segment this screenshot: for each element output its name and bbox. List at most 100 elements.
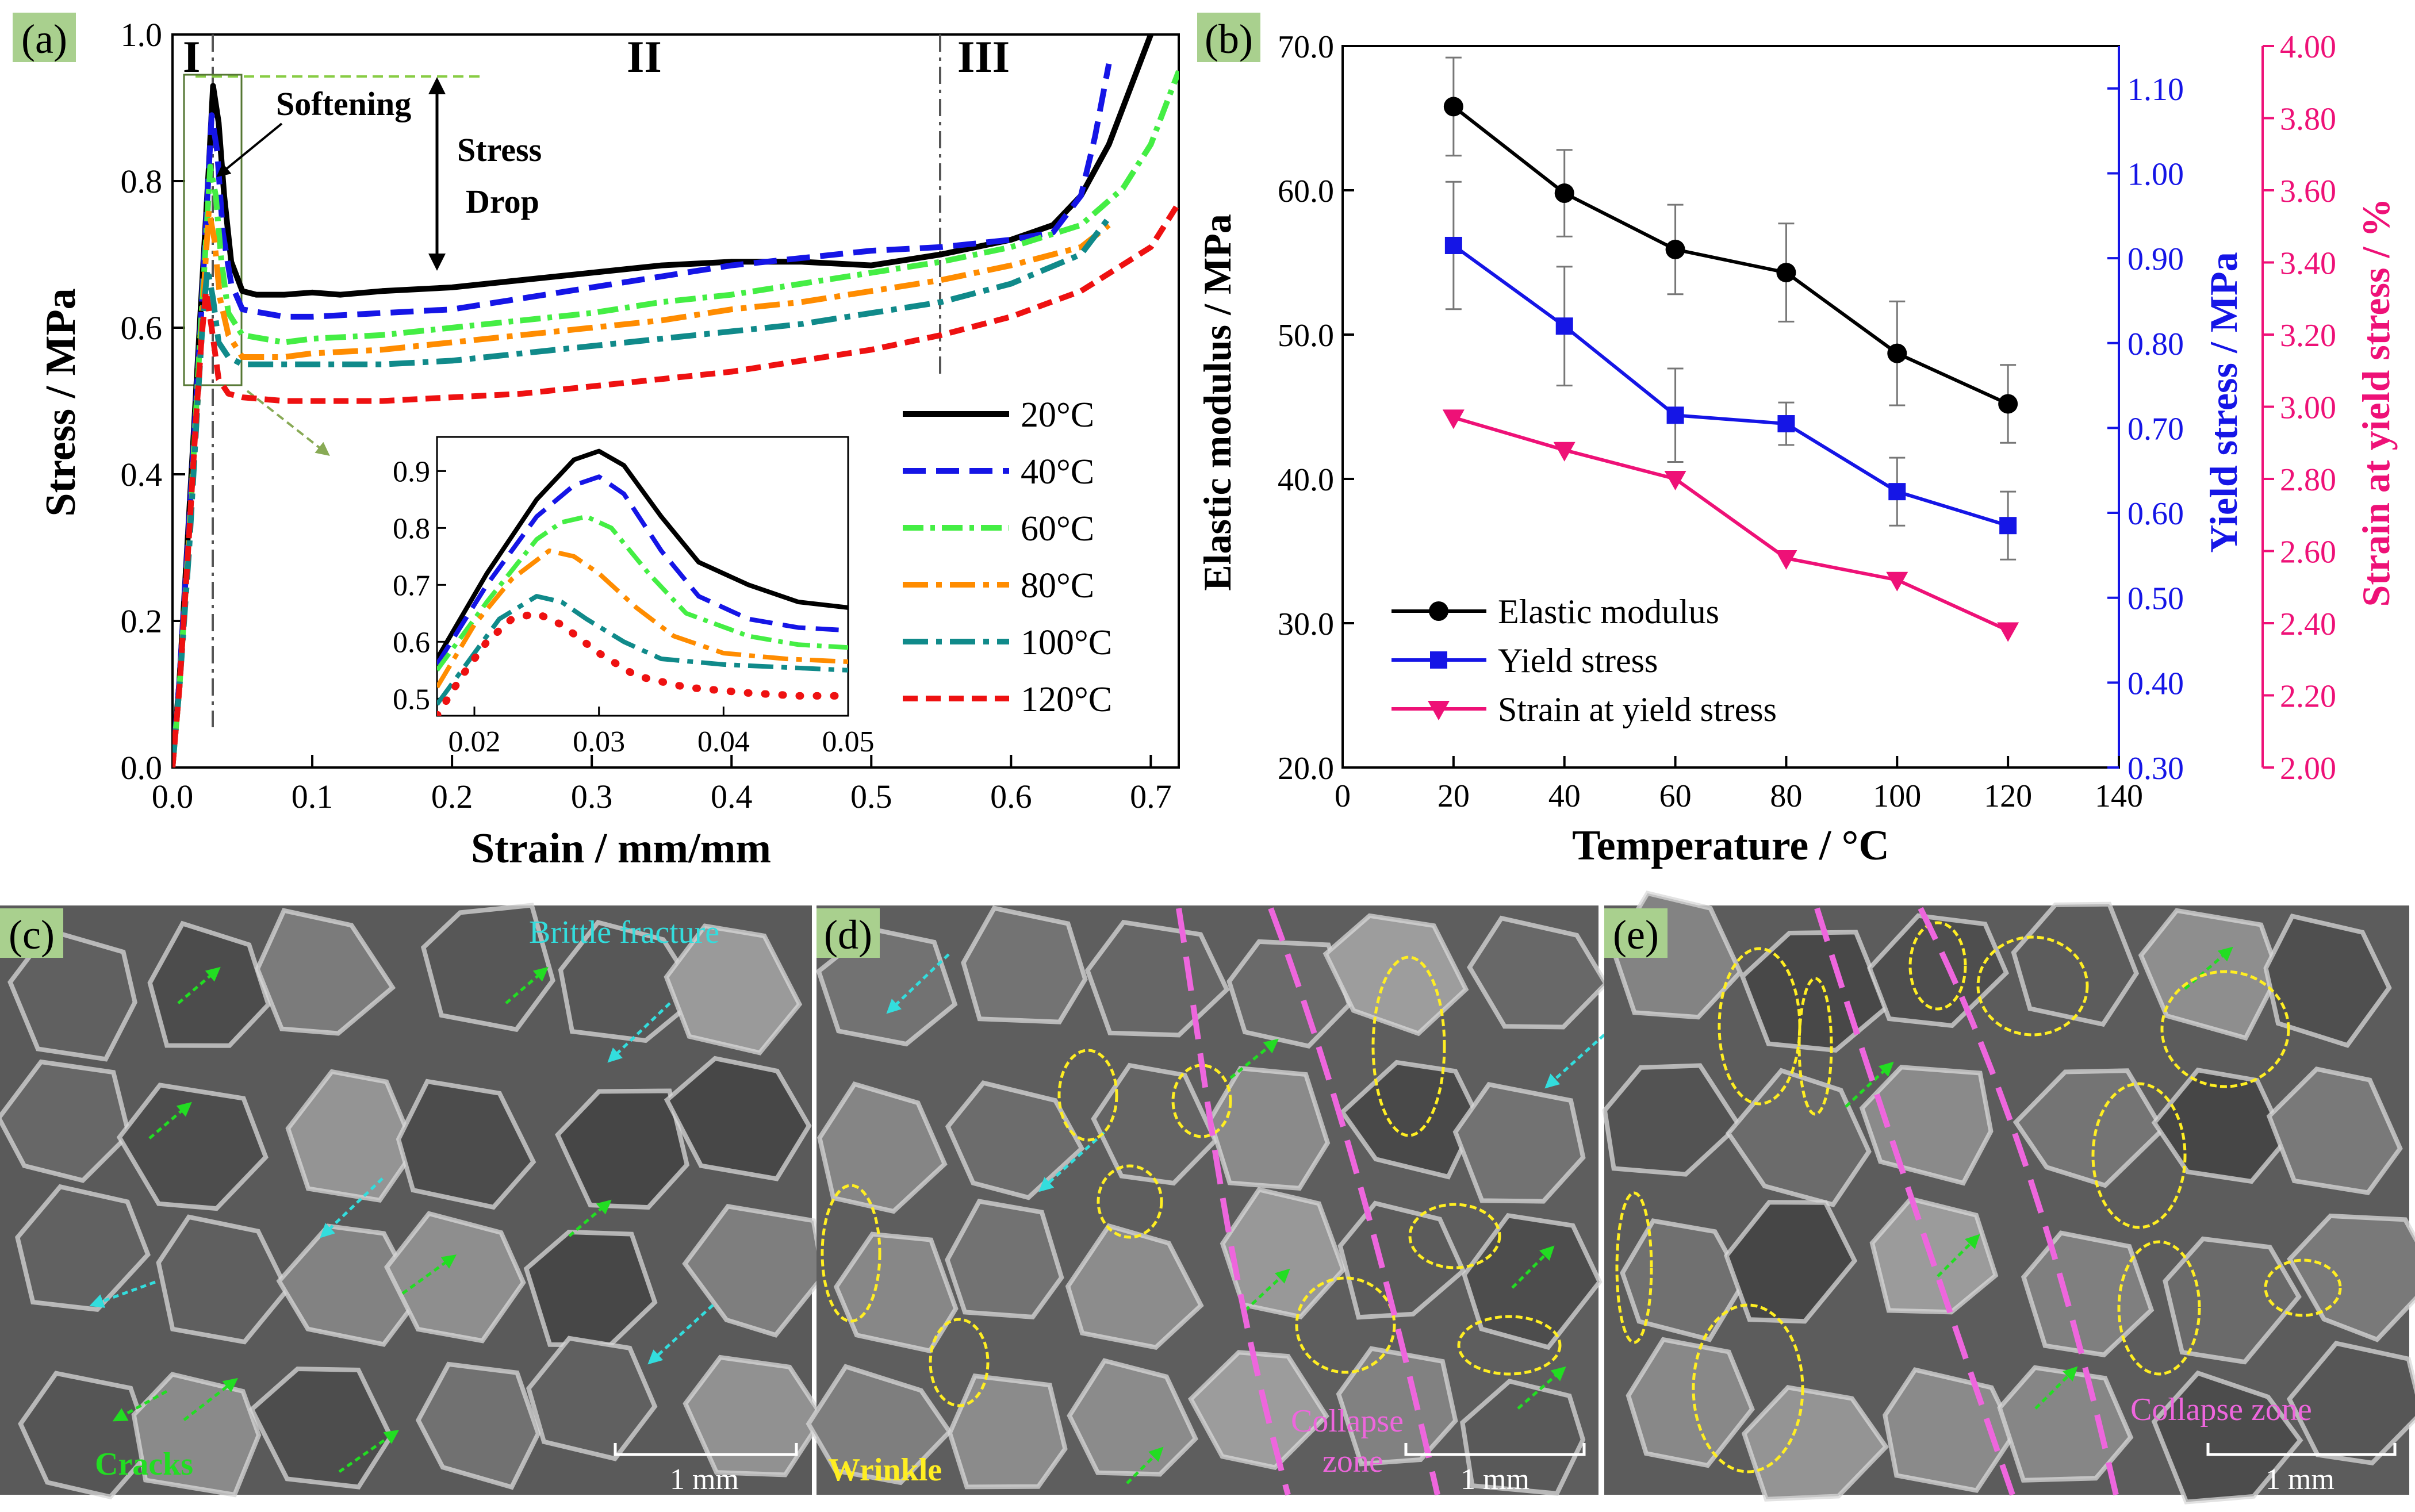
- series-line-60C: [172, 70, 1179, 767]
- foam-cell: [1220, 1187, 1346, 1319]
- foam-cell: [2287, 1213, 2415, 1342]
- foam-cell: [2151, 1067, 2288, 1184]
- collapse-boundary-2: [1268, 907, 1440, 1496]
- foam-cell: [2263, 914, 2392, 1048]
- panel-tag-e: (e): [1613, 912, 1659, 958]
- inset-x-tick-label: 0.05: [822, 726, 875, 758]
- foam-cell: [1620, 1218, 1746, 1342]
- zoom-box: [183, 74, 243, 386]
- point-marker: [1886, 571, 1908, 592]
- b-x-tick-label: 20: [1438, 778, 1470, 814]
- foam-cell: [276, 1223, 421, 1347]
- strain-tick-label: 3.60: [2280, 174, 2336, 209]
- strain-tick-label: 2.00: [2280, 751, 2336, 786]
- foam-cell: [2151, 1370, 2303, 1505]
- crack-arrow: [568, 1199, 612, 1237]
- point-marker: [1664, 471, 1686, 490]
- chart-b-legend: Elastic modulus Yield stress Strain at yie…: [1392, 593, 1777, 728]
- sem-image-d: Wrinkle Collapse zone 1 mm (d): [806, 905, 1609, 1496]
- wrinkle-ellipse: [1615, 1191, 1653, 1344]
- x-tick-label: 0.3: [571, 778, 613, 815]
- foam-cell: [1065, 1223, 1204, 1350]
- wrinkle-ellipse: [1976, 935, 2089, 1037]
- brittle-arrow: [1038, 1131, 1105, 1192]
- collapse-zone-label-1: Collapse: [1291, 1403, 1404, 1439]
- point-marker: [1666, 406, 1684, 424]
- panel-tag-a: (a): [21, 16, 67, 62]
- crack-arrow: [338, 1430, 400, 1473]
- feature-arrows: [886, 953, 1605, 1484]
- wrinkle-ellipse: [1171, 1064, 1232, 1138]
- inset-series-line: [437, 548, 848, 689]
- collapse-boundary-3: [1814, 907, 2015, 1496]
- foam-cell: [1067, 1358, 1199, 1477]
- series-line-elastic-modulus: [1452, 105, 2009, 406]
- inset-series: [437, 448, 848, 716]
- foam-cell: [7, 927, 137, 1062]
- foam-cell: [1602, 1063, 1742, 1177]
- legend-label: 40°C: [1021, 452, 1094, 492]
- point-marker: [1444, 236, 1462, 254]
- foam-cell: [526, 1336, 658, 1461]
- yield-tick-label: 0.30: [2128, 751, 2184, 786]
- panel-tag-d: (d): [824, 912, 872, 958]
- yield-tick-label: 0.80: [2128, 327, 2184, 362]
- wrinkle-ellipse: [1908, 921, 1967, 1011]
- brittle-fracture-label: Brittle fracture: [529, 915, 719, 950]
- foam-cell: [1723, 1200, 1858, 1324]
- modulus-tick-label: 20.0: [1278, 751, 1334, 786]
- point-marker: [1553, 442, 1575, 462]
- strain-tick-label: 3.80: [2280, 102, 2336, 137]
- cracks-label: Cracks: [95, 1446, 193, 1482]
- region-markers: [183, 34, 941, 727]
- foam-cell: [555, 1088, 690, 1210]
- x-tick-label: 0.5: [850, 778, 892, 815]
- point-marker: [1554, 183, 1574, 204]
- crack-arrow: [2184, 946, 2233, 990]
- point-marker: [1430, 651, 1447, 669]
- foam-cell: [1741, 1384, 1889, 1502]
- foam-cell: [2011, 901, 2140, 1027]
- point-marker: [1888, 483, 1906, 501]
- foam-cell: [1091, 1062, 1218, 1186]
- yield-tick-label: 0.90: [2128, 241, 2184, 277]
- chart-b-axes: 0 20 40 60 80 100 120 140 20.0 30.0 40.0 50.0 60.0 70…: [1278, 29, 2336, 814]
- foam-cell: [156, 1214, 290, 1345]
- chart-a-legend: 20°C 40°C 60°C 80°C 100°C 120°C: [903, 396, 1112, 719]
- y-tick-label: 0.6: [121, 309, 163, 347]
- legend-label: 80°C: [1021, 566, 1094, 605]
- crack-arrow: [112, 1390, 168, 1422]
- foam-cell: [15, 1184, 151, 1313]
- point-marker: [1555, 317, 1573, 335]
- point-marker: [1428, 701, 1450, 720]
- foam-cell: [1866, 913, 2009, 1029]
- temperature-property-chart: 0 20 40 60 80 100 120 140 20.0 30.0 40.0 50.0 60.0 70…: [1195, 13, 2398, 869]
- foam-cell: [0, 1059, 132, 1183]
- x-tick-label: 0.1: [292, 778, 334, 815]
- foam-cell: [682, 1204, 826, 1338]
- yield-axis-label: Yield stress / MPa: [2202, 252, 2245, 552]
- crack-arrow: [177, 966, 221, 1004]
- inset-x-tick-label: 0.04: [697, 726, 750, 758]
- yield-tick-label: 0.60: [2128, 496, 2184, 532]
- wrinkle-ellipse: [1097, 1164, 1163, 1239]
- scale-bar-d: [1404, 1443, 1586, 1456]
- modulus-tick-label: 70.0: [1278, 29, 1334, 65]
- wrinkle-ellipse: [2264, 1258, 2342, 1317]
- foam-cell: [1725, 1068, 1872, 1208]
- crack-arrow: [148, 1102, 192, 1139]
- inset-frame: [436, 436, 849, 717]
- foam-cell: [2286, 1341, 2415, 1465]
- scale-bar-c: [614, 1443, 798, 1456]
- series-line-strain-at-yield-stress: [1453, 416, 2009, 632]
- crack-arrow: [1845, 1061, 1894, 1108]
- foam-cell: [415, 1361, 541, 1490]
- x-tick-label: 0.4: [711, 778, 753, 815]
- wrinkle-ellipse: [2091, 1082, 2187, 1229]
- foam-cells: [806, 905, 1609, 1496]
- foam-cell: [1467, 915, 1609, 1030]
- scale-label-c: 1 mm: [670, 1463, 739, 1496]
- foam-cell: [817, 1081, 948, 1214]
- inset-series-line: [437, 474, 848, 666]
